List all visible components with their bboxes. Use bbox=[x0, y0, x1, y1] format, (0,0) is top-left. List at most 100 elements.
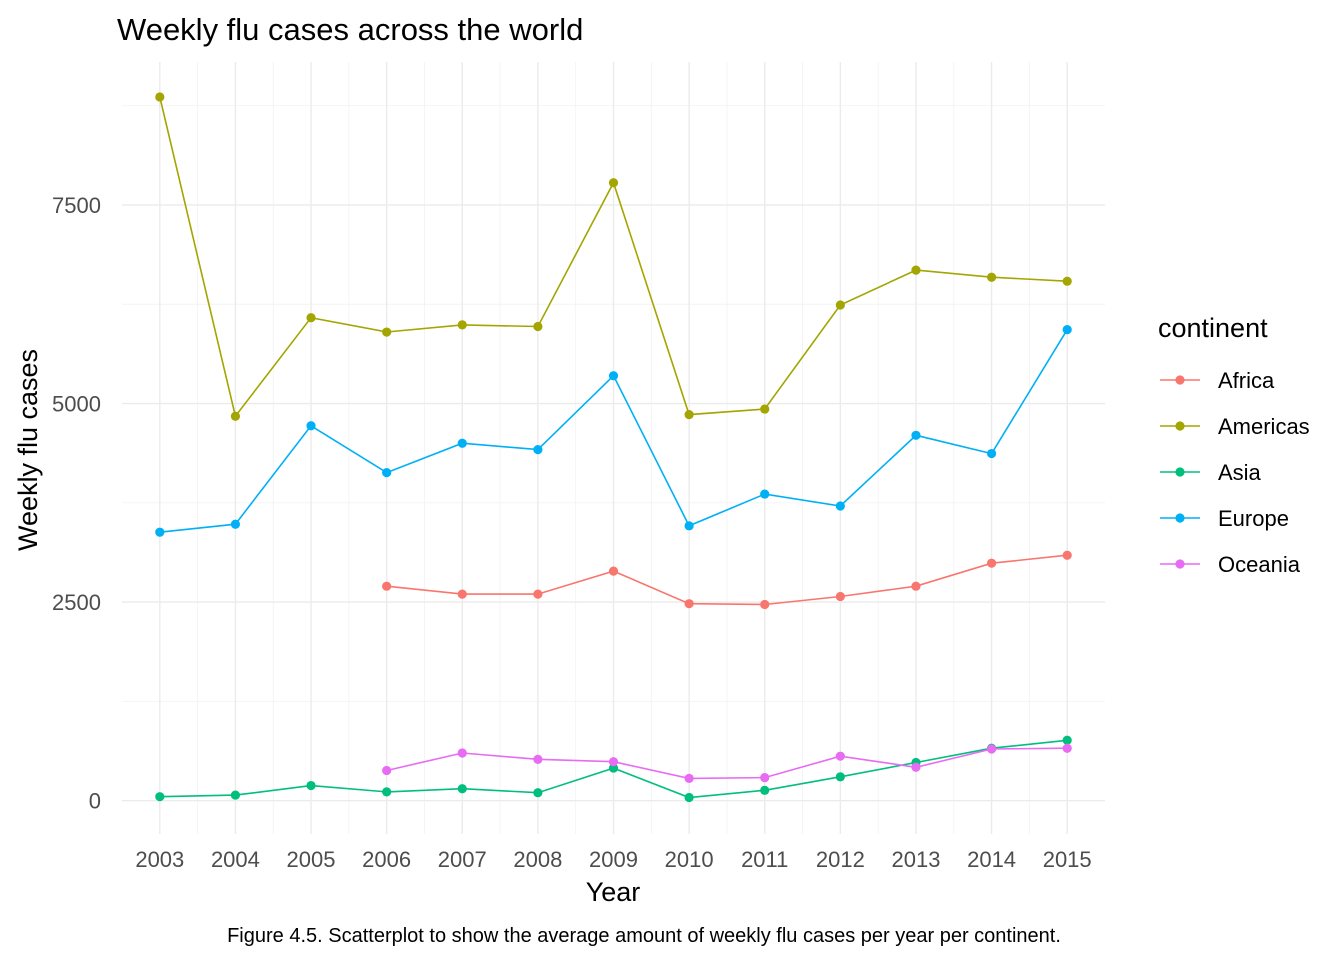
series-layer bbox=[155, 92, 1072, 803]
data-point-asia bbox=[155, 792, 165, 802]
data-point-americas bbox=[457, 320, 467, 330]
legend: continent Africa Americas Asia Europe Oceani… bbox=[1158, 313, 1310, 577]
x-tick-label: 2009 bbox=[589, 847, 638, 872]
series-europe bbox=[155, 325, 1072, 537]
x-axis: 2003 2004 2005 2006 2007 2008 2009 2010 2011 2012… bbox=[135, 847, 1091, 872]
data-point-oceania bbox=[684, 773, 694, 784]
legend-label: Oceania bbox=[1218, 552, 1301, 577]
data-point-americas bbox=[986, 272, 997, 282]
data-point-africa bbox=[835, 591, 845, 602]
data-point-europe bbox=[608, 371, 619, 381]
legend-label: Europe bbox=[1218, 506, 1289, 531]
data-point-europe bbox=[382, 468, 392, 478]
y-axis: 0 2500 5000 7500 bbox=[52, 193, 101, 814]
data-point-asia bbox=[760, 785, 770, 795]
series-asia bbox=[155, 735, 1072, 803]
data-point-americas bbox=[306, 313, 316, 323]
data-point-americas bbox=[835, 300, 845, 310]
x-tick-label: 2014 bbox=[967, 847, 1016, 872]
legend-key-point bbox=[1175, 559, 1185, 569]
data-point-asia bbox=[533, 788, 543, 798]
data-point-asia bbox=[1062, 735, 1072, 745]
data-point-europe bbox=[760, 489, 770, 499]
chart-title: Weekly flu cases across the world bbox=[117, 12, 583, 47]
data-point-asia bbox=[457, 784, 467, 794]
x-tick-label: 2003 bbox=[135, 847, 184, 872]
data-point-europe bbox=[835, 501, 845, 511]
legend-label: Asia bbox=[1218, 460, 1262, 485]
data-point-africa bbox=[457, 589, 467, 599]
x-tick-label: 2004 bbox=[211, 847, 260, 872]
legend-key-point bbox=[1175, 467, 1185, 477]
data-point-europe bbox=[684, 521, 694, 531]
legend-item-europe: Europe bbox=[1160, 506, 1289, 531]
x-tick-label: 2013 bbox=[891, 847, 940, 872]
data-point-asia bbox=[382, 787, 392, 797]
x-tick-label: 2006 bbox=[362, 847, 411, 872]
data-point-americas bbox=[230, 411, 241, 421]
series-americas bbox=[155, 92, 1072, 421]
data-point-oceania bbox=[911, 762, 921, 772]
y-tick-label: 0 bbox=[89, 789, 101, 814]
x-tick-label: 2015 bbox=[1043, 847, 1092, 872]
data-point-americas bbox=[608, 178, 619, 188]
data-point-europe bbox=[230, 519, 241, 529]
data-point-americas bbox=[155, 92, 165, 102]
data-point-oceania bbox=[457, 748, 467, 758]
data-point-europe bbox=[155, 527, 165, 537]
data-point-europe bbox=[986, 448, 997, 459]
data-point-europe bbox=[1062, 325, 1072, 335]
x-tick-label: 2012 bbox=[816, 847, 865, 872]
figure-caption: Figure 4.5. Scatterplot to show the aver… bbox=[227, 925, 1061, 947]
data-point-asia bbox=[835, 772, 845, 782]
legend-key-point bbox=[1175, 513, 1185, 523]
x-tick-label: 2010 bbox=[665, 847, 714, 872]
data-point-asia bbox=[684, 792, 694, 803]
data-point-asia bbox=[230, 790, 241, 800]
y-tick-label: 2500 bbox=[52, 590, 101, 615]
series-oceania bbox=[382, 743, 1072, 784]
data-point-africa bbox=[382, 581, 392, 591]
legend-key-point bbox=[1175, 421, 1185, 431]
data-point-oceania bbox=[986, 744, 997, 754]
data-point-africa bbox=[760, 599, 770, 610]
data-point-asia bbox=[608, 763, 619, 773]
x-axis-title: Year bbox=[586, 877, 641, 907]
data-point-asia bbox=[306, 780, 316, 791]
data-point-americas bbox=[382, 327, 392, 337]
series-africa bbox=[382, 550, 1072, 610]
data-point-africa bbox=[1062, 550, 1072, 560]
data-point-oceania bbox=[382, 765, 392, 776]
x-tick-label: 2007 bbox=[438, 847, 487, 872]
data-point-europe bbox=[306, 421, 316, 431]
data-point-oceania bbox=[533, 754, 543, 764]
data-point-oceania bbox=[835, 751, 845, 761]
data-point-oceania bbox=[1062, 743, 1072, 753]
data-point-americas bbox=[760, 404, 770, 414]
x-tick-label: 2011 bbox=[741, 847, 788, 872]
data-point-americas bbox=[533, 321, 543, 332]
data-point-americas bbox=[684, 410, 694, 420]
grid bbox=[122, 62, 1105, 834]
series-line-africa bbox=[386, 554, 1068, 606]
data-point-africa bbox=[533, 589, 543, 599]
y-tick-label: 7500 bbox=[52, 193, 101, 218]
legend-item-africa: Africa bbox=[1160, 368, 1275, 393]
legend-label: Africa bbox=[1218, 368, 1275, 393]
data-point-oceania bbox=[760, 773, 770, 783]
legend-items: Africa Americas Asia Europe Oceania bbox=[1160, 368, 1310, 577]
data-point-americas bbox=[1062, 276, 1072, 286]
legend-label: Americas bbox=[1218, 414, 1310, 439]
legend-title: continent bbox=[1158, 313, 1268, 343]
x-tick-label: 2008 bbox=[513, 847, 562, 872]
data-point-africa bbox=[986, 558, 997, 568]
data-point-oceania bbox=[608, 757, 619, 767]
data-point-africa bbox=[608, 566, 619, 576]
y-tick-label: 5000 bbox=[52, 392, 101, 417]
legend-item-americas: Americas bbox=[1160, 414, 1310, 439]
x-tick-label: 2005 bbox=[287, 847, 336, 872]
y-axis-title: Weekly flu cases bbox=[13, 349, 43, 551]
data-point-europe bbox=[533, 444, 543, 455]
